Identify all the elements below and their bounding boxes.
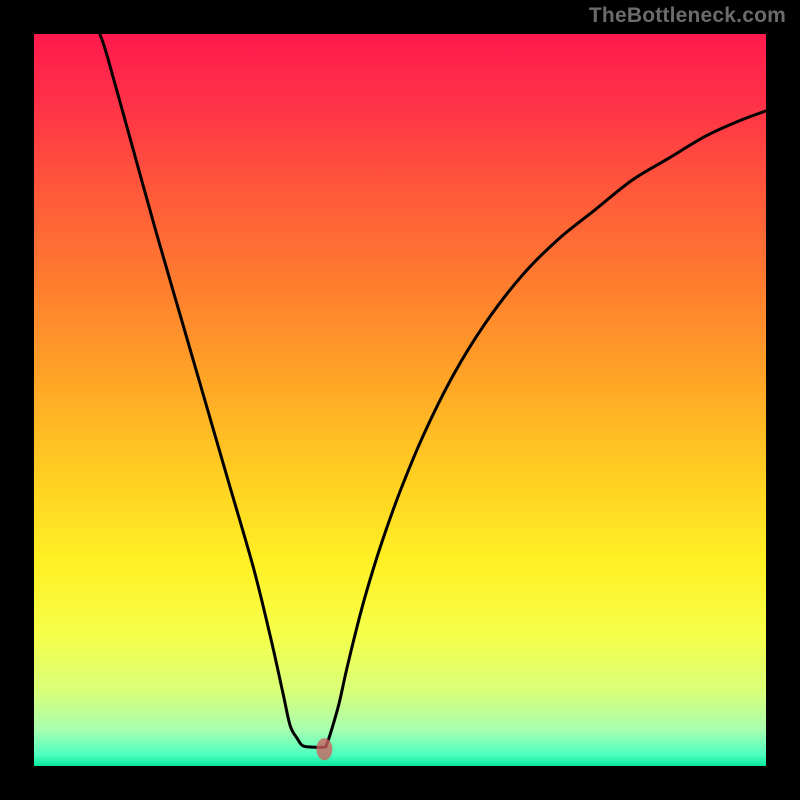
plot-area — [34, 34, 766, 766]
watermark-text: TheBottleneck.com — [589, 4, 786, 28]
bottleneck-chart — [0, 0, 800, 800]
minimum-marker — [316, 738, 332, 760]
chart-container: TheBottleneck.com — [0, 0, 800, 800]
